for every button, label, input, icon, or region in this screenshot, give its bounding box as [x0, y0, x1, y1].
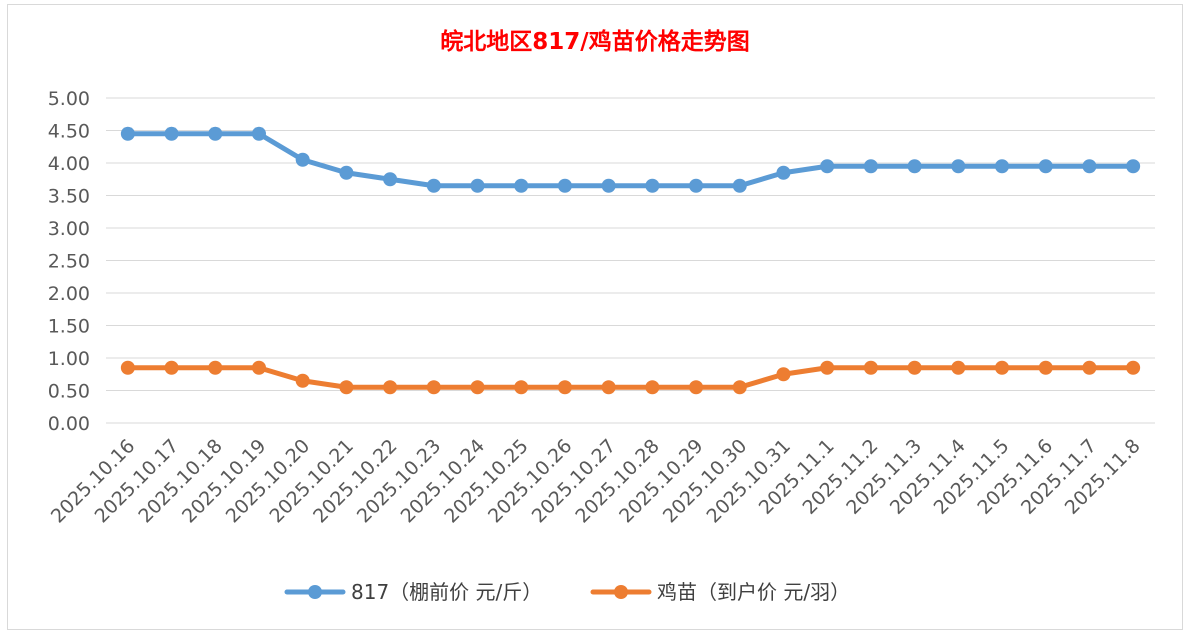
data-point: [383, 172, 398, 187]
y-tick-label: 1.00: [48, 348, 90, 370]
y-tick-label: 4.50: [48, 121, 90, 143]
data-point: [251, 360, 266, 375]
data-point: [470, 380, 485, 395]
data-point: [208, 360, 223, 375]
y-tick-label: 3.50: [48, 186, 90, 208]
legend-item: 817（棚前价 元/斤）: [284, 580, 542, 604]
data-point: [164, 360, 179, 375]
data-point: [1082, 159, 1097, 174]
legend-label: 鸡苗（到户价 元/羽）: [657, 580, 850, 604]
data-point: [514, 380, 529, 395]
y-tick-label: 2.50: [48, 251, 90, 273]
data-point: [995, 360, 1010, 375]
legend-marker: [308, 585, 322, 599]
y-tick-label: 4.00: [48, 153, 90, 175]
y-tick-label: 0.50: [48, 381, 90, 403]
data-point: [383, 380, 398, 395]
data-point: [689, 380, 704, 395]
data-point: [164, 126, 179, 141]
y-tick-label: 0.00: [48, 413, 90, 435]
chart-area: [7, 4, 1183, 630]
data-point: [120, 126, 135, 141]
data-point: [557, 380, 572, 395]
y-tick-label: 5.00: [48, 88, 90, 110]
series-2: [120, 360, 1141, 395]
y-tick-label: 3.00: [48, 218, 90, 240]
data-point: [863, 159, 878, 174]
data-point: [951, 360, 966, 375]
data-point: [1126, 360, 1141, 375]
data-point: [995, 159, 1010, 174]
data-point: [907, 360, 922, 375]
data-point: [601, 380, 616, 395]
data-point: [295, 152, 310, 167]
data-point: [689, 178, 704, 193]
data-point: [732, 178, 747, 193]
data-point: [645, 178, 660, 193]
legend-marker: [614, 585, 628, 599]
data-point: [951, 159, 966, 174]
data-point: [1038, 360, 1053, 375]
data-point: [820, 159, 835, 174]
data-point: [1082, 360, 1097, 375]
legend-label: 817（棚前价 元/斤）: [351, 580, 542, 604]
data-point: [120, 360, 135, 375]
data-point: [776, 165, 791, 180]
data-point: [732, 380, 747, 395]
series-1: [120, 126, 1141, 193]
data-point: [820, 360, 835, 375]
data-point: [863, 360, 878, 375]
data-point: [426, 380, 441, 395]
legend-item: 鸡苗（到户价 元/羽）: [590, 580, 850, 604]
data-point: [470, 178, 485, 193]
series-line: [125, 131, 1136, 189]
data-point: [339, 380, 354, 395]
data-point: [557, 178, 572, 193]
x-axis-tick-labels: 2025.10.162025.10.172025.10.182025.10.19…: [47, 435, 1145, 527]
legend: 817（棚前价 元/斤） 鸡苗（到户价 元/羽）: [284, 580, 850, 604]
y-tick-label: 1.50: [48, 316, 90, 338]
data-point: [601, 178, 616, 193]
data-point: [251, 126, 266, 141]
series-line: [125, 365, 1136, 390]
data-point: [208, 126, 223, 141]
data-point: [1126, 159, 1141, 174]
data-point: [514, 178, 529, 193]
gridlines: [106, 97, 1155, 424]
data-point: [1038, 159, 1053, 174]
y-axis-tick-labels: 0.00 0.50 1.00 1.50 2.00 2.50 3.00 3.50 4.00 4.50…: [48, 88, 90, 435]
data-point: [426, 178, 441, 193]
data-point: [645, 380, 660, 395]
data-point: [295, 373, 310, 388]
chart-title: 皖北地区817/鸡苗价格走势图: [440, 28, 749, 55]
y-tick-label: 2.00: [48, 283, 90, 305]
data-point: [776, 367, 791, 382]
data-point: [339, 165, 354, 180]
series-lines: [120, 126, 1141, 395]
data-point: [907, 159, 922, 174]
